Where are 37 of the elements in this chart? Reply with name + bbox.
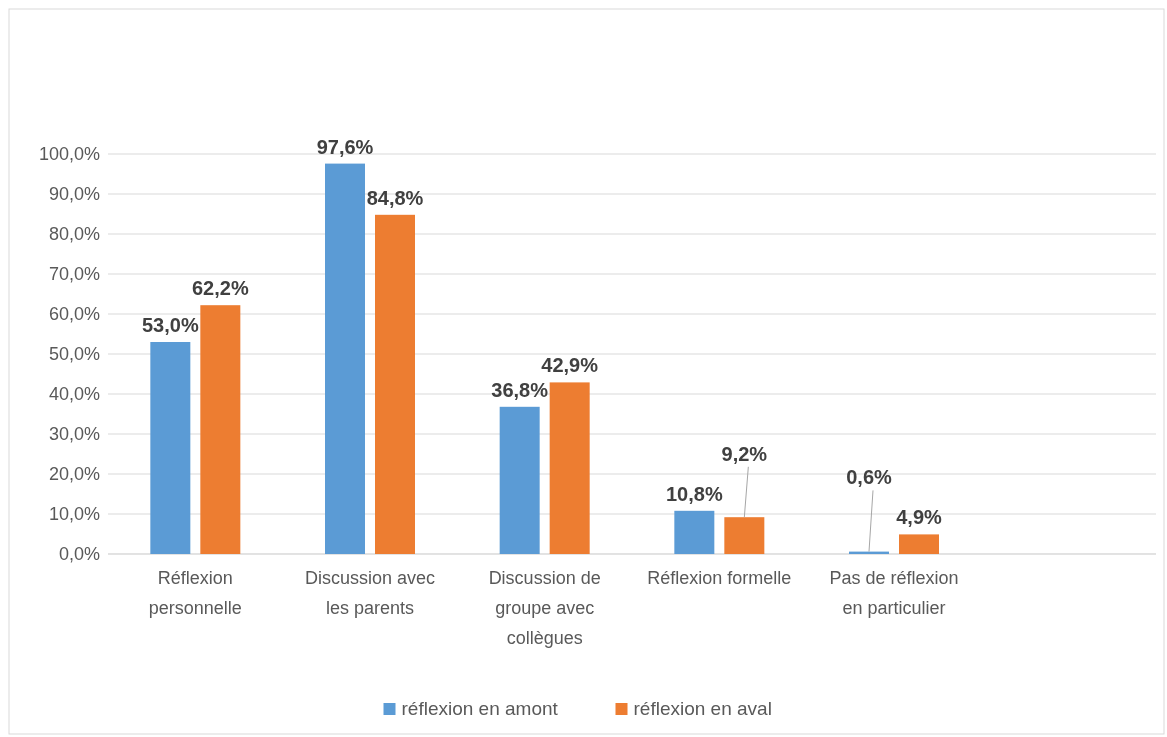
- bar: [375, 214, 415, 554]
- data-label: 4,9%: [896, 506, 943, 529]
- legend-label: réflexion en aval: [633, 698, 772, 719]
- bar: [499, 406, 540, 554]
- data-label: 42,9%: [541, 354, 599, 377]
- legend-label: réflexion en amont: [401, 698, 559, 719]
- y-tick-label: 30,0%: [48, 424, 100, 445]
- x-tick-label: Réflexion personnelle: [148, 568, 242, 618]
- bar: [674, 510, 715, 554]
- data-label: 53,0%: [141, 314, 199, 336]
- data-label: 9,2%: [721, 442, 768, 465]
- y-tick-label: 20,0%: [48, 464, 100, 485]
- y-tick-label: 40,0%: [48, 384, 100, 405]
- y-tick-label: 60,0%: [48, 304, 100, 325]
- x-tick-label: Discussion avec les parents: [304, 568, 436, 618]
- data-label: 97,6%: [316, 135, 374, 158]
- bar: [150, 342, 191, 554]
- data-label: 10,8%: [665, 482, 723, 505]
- y-tick-label: 50,0%: [48, 344, 100, 365]
- bar: [899, 534, 939, 554]
- x-tick-label: Réflexion formelle: [647, 568, 792, 588]
- y-tick-label: 10,0%: [48, 504, 100, 525]
- x-tick-label: Pas de réflexion en particulier: [829, 568, 959, 618]
- data-label: 36,8%: [491, 378, 549, 401]
- y-tick-label: 70,0%: [48, 264, 100, 285]
- y-tick-label: 90,0%: [48, 184, 100, 205]
- bar: [549, 382, 590, 554]
- bar: [724, 517, 765, 554]
- y-tick-label: 100,0%: [38, 144, 100, 165]
- x-tick-label: Discussion de groupe avec collègues: [488, 568, 601, 648]
- bar: [200, 305, 241, 554]
- y-tick-label: 0,0%: [58, 544, 100, 565]
- data-label: 84,8%: [366, 186, 424, 209]
- y-tick-label: 80,0%: [48, 224, 100, 245]
- data-label: 0,6%: [846, 466, 893, 489]
- data-label: 62,2%: [191, 277, 249, 300]
- bar: [325, 163, 365, 554]
